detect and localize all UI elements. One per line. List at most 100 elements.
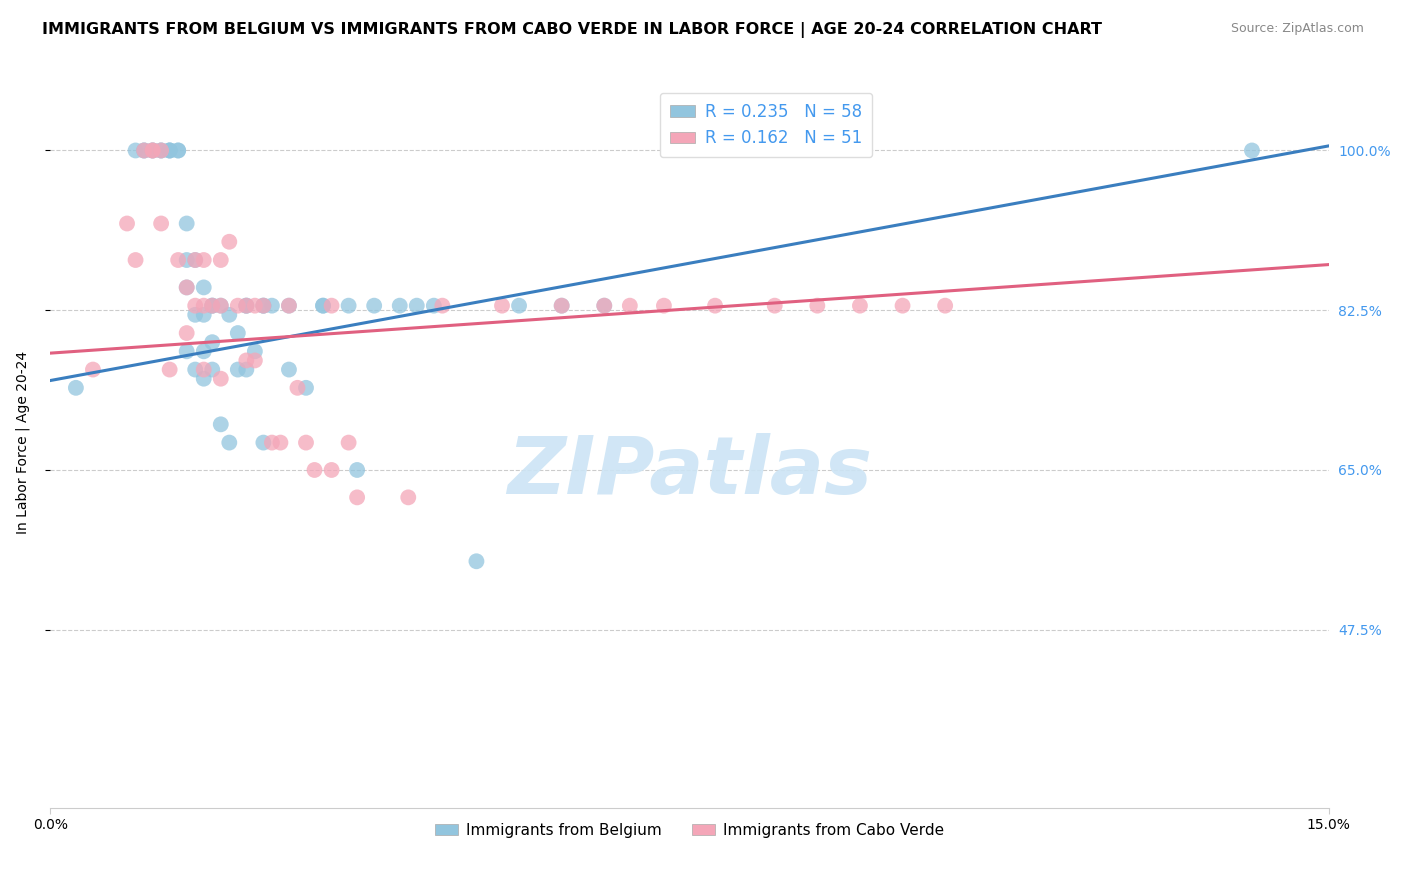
Point [193,344,215,359]
Point [432,299,454,313]
Point [619,299,641,313]
Point [321,463,343,477]
Point [388,299,411,313]
Point [508,299,530,313]
Point [201,335,224,350]
Point [193,252,215,267]
Point [806,299,828,313]
Point [167,252,190,267]
Point [218,435,240,450]
Point [193,362,215,376]
Point [159,144,181,158]
Point [346,491,368,505]
Point [363,299,385,313]
Point [176,344,198,359]
Point [124,144,146,158]
Point [150,144,173,158]
Point [243,299,266,313]
Point [652,299,675,313]
Point [849,299,872,313]
Point [201,299,224,313]
Point [295,381,318,395]
Point [142,144,165,158]
Point [201,362,224,376]
Point [142,144,165,158]
Point [167,144,190,158]
Point [159,362,181,376]
Point [209,417,232,432]
Point [252,299,274,313]
Point [1240,144,1263,158]
Text: Source: ZipAtlas.com: Source: ZipAtlas.com [1230,22,1364,36]
Point [934,299,956,313]
Point [209,372,232,386]
Point [209,299,232,313]
Point [209,252,232,267]
Point [278,299,301,313]
Point [193,372,215,386]
Point [278,362,301,376]
Point [159,144,181,158]
Point [491,299,513,313]
Text: ZIPatlas: ZIPatlas [508,433,872,511]
Point [132,144,155,158]
Point [337,299,360,313]
Point [260,435,283,450]
Point [550,299,572,313]
Point [184,362,207,376]
Point [201,299,224,313]
Point [593,299,616,313]
Point [243,344,266,359]
Point [142,144,165,158]
Point [321,299,343,313]
Point [304,463,326,477]
Point [235,299,257,313]
Point [218,308,240,322]
Point [235,299,257,313]
Y-axis label: In Labor Force | Age 20-24: In Labor Force | Age 20-24 [15,351,30,534]
Point [193,308,215,322]
Point [132,144,155,158]
Point [235,353,257,368]
Point [252,435,274,450]
Point [201,299,224,313]
Point [159,144,181,158]
Point [124,252,146,267]
Point [235,362,257,376]
Point [176,326,198,340]
Point [405,299,427,313]
Point [167,144,190,158]
Point [184,308,207,322]
Point [396,491,419,505]
Point [150,144,173,158]
Point [287,381,309,395]
Point [176,217,198,231]
Point [65,381,87,395]
Point [312,299,335,313]
Point [184,252,207,267]
Point [346,463,368,477]
Point [115,217,138,231]
Point [226,326,249,340]
Legend: Immigrants from Belgium, Immigrants from Cabo Verde: Immigrants from Belgium, Immigrants from… [429,817,950,844]
Point [235,299,257,313]
Point [243,353,266,368]
Point [252,299,274,313]
Point [132,144,155,158]
Point [260,299,283,313]
Point [150,217,173,231]
Point [193,299,215,313]
Point [312,299,335,313]
Point [593,299,616,313]
Point [176,280,198,294]
Point [763,299,786,313]
Point [150,144,173,158]
Point [82,362,104,376]
Point [184,299,207,313]
Point [218,235,240,249]
Text: IMMIGRANTS FROM BELGIUM VS IMMIGRANTS FROM CABO VERDE IN LABOR FORCE | AGE 20-24: IMMIGRANTS FROM BELGIUM VS IMMIGRANTS FR… [42,22,1102,38]
Point [295,435,318,450]
Point [142,144,165,158]
Point [278,299,301,313]
Point [226,362,249,376]
